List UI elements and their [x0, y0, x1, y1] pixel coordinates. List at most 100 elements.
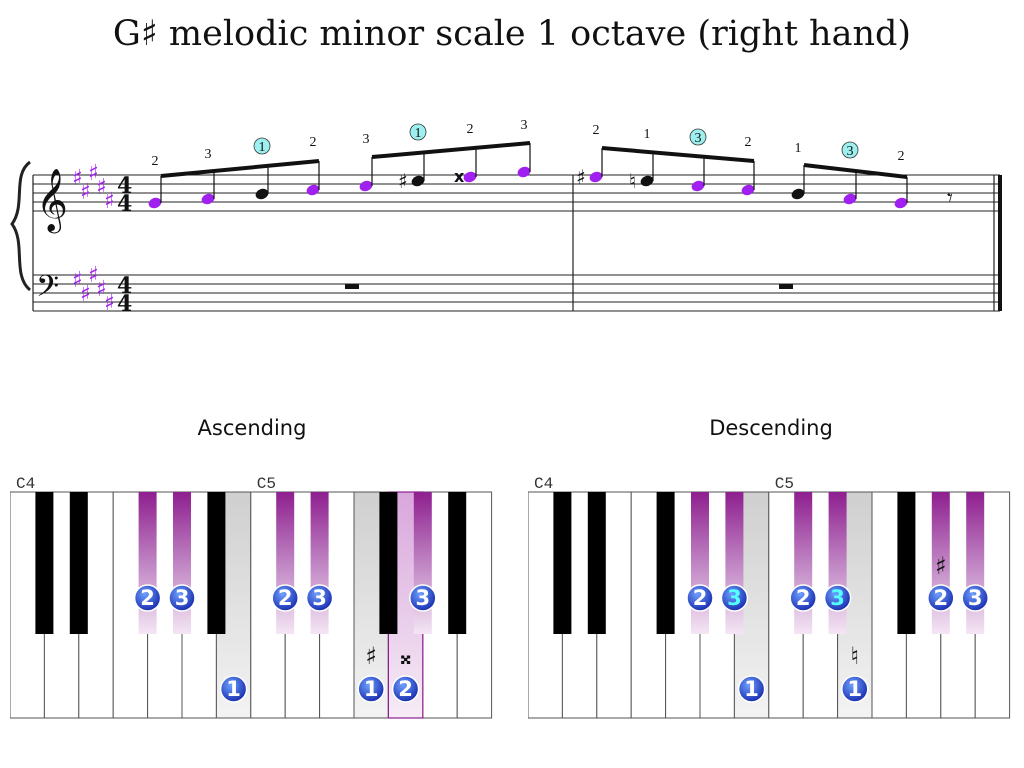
- finger-ball: [737, 675, 766, 703]
- finger-number: 3: [363, 132, 370, 147]
- time-signature-top: 4: [117, 273, 132, 299]
- label-c5: C5: [775, 475, 794, 493]
- time-signature-bottom: 4: [117, 191, 132, 217]
- finger-number: 3: [847, 144, 854, 159]
- highlighted-black-key: [276, 492, 295, 634]
- black-key: [69, 492, 88, 634]
- whole-rest: [779, 284, 793, 289]
- black-key: [553, 492, 572, 634]
- finger-number: 3: [205, 147, 212, 162]
- highlighted-black-key: [966, 492, 985, 634]
- notehead: [741, 184, 755, 196]
- highlighted-black-key: [794, 492, 813, 634]
- label-c4: C4: [534, 475, 553, 493]
- finger-ball: [720, 584, 749, 612]
- finger-number: 3: [521, 118, 528, 133]
- finger-ball: [927, 584, 955, 612]
- finger-ball: [168, 584, 196, 612]
- notehead: [148, 197, 162, 209]
- time-signature-bottom: 4: [117, 291, 132, 317]
- brace: [10, 160, 32, 292]
- bass-clef: 𝄢: [36, 270, 59, 311]
- finger-number: 2: [796, 586, 811, 610]
- black-key: [587, 492, 606, 634]
- black-key: [379, 492, 398, 634]
- finger-number: 3: [968, 586, 983, 610]
- finger-ball: [219, 675, 248, 703]
- treble-clef: 𝄞: [36, 168, 68, 234]
- notehead: [791, 188, 805, 200]
- key-signature-sharp: ♯: [104, 291, 115, 316]
- highlighted-black-key: [173, 492, 191, 634]
- accidental-marker: ♯: [365, 642, 377, 670]
- notehead: [463, 171, 477, 183]
- finger-number: 2: [693, 586, 708, 610]
- descending-heading: Descending: [709, 416, 833, 440]
- finger-circle: [689, 128, 707, 146]
- finger-number: 3: [830, 586, 845, 610]
- finger-circle: [409, 123, 427, 141]
- key-signature-sharp: ♯: [72, 166, 83, 191]
- highlighted-black-key: [828, 492, 847, 634]
- natural-accidental: ♮: [629, 169, 636, 193]
- ascending-heading: Ascending: [197, 416, 307, 440]
- key-signature-sharp: ♯: [80, 282, 91, 307]
- finger-number: 1: [259, 140, 266, 155]
- finger-number: 2: [398, 677, 413, 701]
- highlighted-black-key: [413, 492, 432, 634]
- finger-number: 2: [278, 586, 293, 610]
- finger-ball: [133, 584, 162, 612]
- finger-ball: [961, 584, 989, 612]
- notehead: [589, 171, 603, 183]
- beam: [601, 146, 755, 163]
- finger-number: 2: [310, 135, 317, 150]
- sharp-accidental: ♯: [398, 169, 408, 193]
- key-signature-sharp: ♯: [96, 277, 107, 302]
- finger-number: 2: [152, 154, 159, 169]
- notehead: [359, 180, 373, 192]
- black-key: [35, 492, 54, 634]
- accidental-marker: 𝄪: [400, 642, 411, 670]
- time-signature-top: 4: [117, 173, 132, 199]
- finger-ball: [789, 584, 817, 612]
- black-key: [207, 492, 226, 634]
- notehead: [411, 175, 425, 187]
- notehead: [255, 188, 269, 200]
- finger-ball: [686, 584, 714, 612]
- notehead: [517, 166, 531, 178]
- finger-number: 1: [644, 127, 651, 142]
- finger-ball: [841, 675, 869, 703]
- notehead: [201, 193, 215, 205]
- key-signature-sharp: ♯: [72, 268, 83, 293]
- finger-number: 3: [312, 586, 327, 610]
- finger-circle: [841, 141, 859, 159]
- page-title: G♯ melodic minor scale 1 octave (right h…: [112, 14, 912, 54]
- key-signature-sharp: ♯: [88, 161, 99, 186]
- finger-number: 2: [933, 586, 948, 610]
- beam: [160, 159, 320, 178]
- finger-number: 2: [593, 123, 600, 138]
- black-key: [656, 492, 675, 634]
- label-c4: C4: [16, 475, 35, 493]
- finger-circle: [253, 137, 271, 155]
- finger-ball: [409, 584, 437, 612]
- label-c5: C5: [257, 475, 276, 493]
- double-sharp-accidental: x: [454, 167, 465, 186]
- notehead: [306, 184, 320, 196]
- finger-ball: [823, 584, 852, 612]
- eighth-rest: 𝄾: [947, 186, 953, 211]
- finger-ball: [357, 675, 385, 703]
- keyboard-ascending: C4 C52 3 2 3 31 1♯2𝄪: [10, 475, 493, 719]
- notehead: [691, 180, 705, 192]
- key-signature-sharp: ♯: [104, 189, 115, 214]
- key-signature-sharp: ♯: [80, 180, 91, 205]
- finger-number: 3: [175, 586, 190, 610]
- keyboard-descending: C4 C52 3 2 3 2 3♯1 1♮: [528, 475, 1011, 719]
- finger-number: 1: [795, 141, 802, 156]
- black-key: [448, 492, 467, 634]
- finger-number: 3: [695, 131, 702, 146]
- notehead: [894, 197, 908, 209]
- sharp-accidental: ♯: [935, 552, 947, 580]
- key-signature-sharp: ♯: [88, 263, 99, 288]
